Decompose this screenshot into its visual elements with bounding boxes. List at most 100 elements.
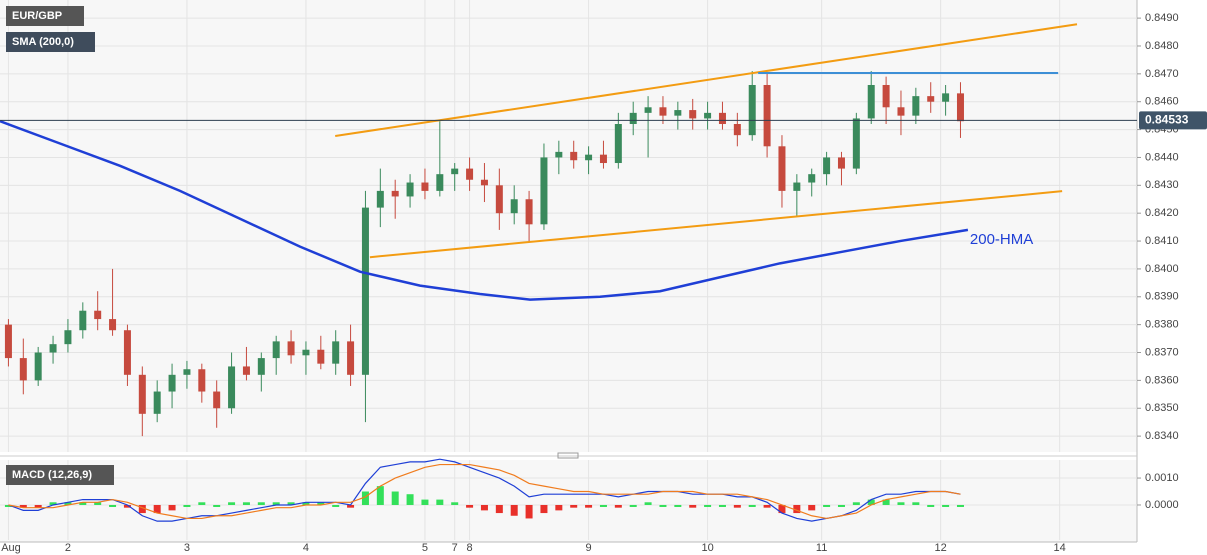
histogram-bar: [480, 504, 488, 511]
x-tick-label: Aug: [1, 542, 21, 554]
candle-body: [109, 319, 117, 331]
candle-body: [718, 112, 726, 125]
y-tick-label: 0.8410: [1145, 235, 1179, 247]
y-tick-label: 0.8440: [1145, 151, 1179, 163]
histogram-bar: [897, 502, 905, 505]
candle-body: [942, 93, 950, 102]
histogram-bar: [79, 502, 87, 505]
histogram-bar: [317, 502, 325, 505]
candle-body: [34, 352, 42, 381]
x-tick-label: 14: [1054, 542, 1066, 554]
histogram-bar: [361, 491, 369, 505]
candle-body: [823, 157, 831, 175]
histogram-bar: [347, 504, 355, 508]
y-tick-label: 0.8480: [1145, 40, 1179, 52]
histogram-bar: [659, 504, 667, 507]
histogram-bar: [138, 504, 146, 514]
legend-label: SMA (200,0): [12, 36, 74, 48]
candle-body: [49, 344, 57, 353]
candle-body: [570, 151, 578, 161]
candle-body: [198, 369, 206, 392]
y-tick-label: 0.8360: [1145, 374, 1179, 386]
histogram-bar: [4, 504, 12, 507]
candle-body: [123, 330, 131, 375]
y-tick-label: 0.8380: [1145, 319, 1179, 331]
y-tick-label: 0.8490: [1145, 12, 1179, 24]
candle-body: [347, 341, 355, 375]
candle-body: [882, 84, 890, 108]
histogram-bar: [718, 504, 726, 507]
histogram-bar: [64, 502, 72, 505]
candle-body: [361, 207, 369, 375]
x-tick-label: 3: [184, 542, 190, 554]
candle-body: [644, 107, 652, 113]
histogram-bar: [213, 504, 221, 507]
histogram-bar: [94, 502, 102, 505]
histogram-bar: [228, 502, 236, 505]
candle-body: [391, 190, 399, 197]
candle-body: [466, 168, 474, 180]
histogram-bar: [540, 504, 548, 514]
histogram-bar: [19, 504, 27, 508]
candle-body: [837, 157, 845, 169]
annotation: 200-HMA: [970, 231, 1033, 248]
histogram-bar: [778, 504, 786, 514]
last-price-tag: [1139, 111, 1207, 130]
histogram-bar: [763, 504, 771, 508]
x-tick-label: 5: [422, 542, 428, 554]
y-tick-label: 0.8340: [1145, 430, 1179, 442]
candle-body: [555, 151, 563, 158]
y-tick-label: 0.8390: [1145, 291, 1179, 303]
candle-body: [793, 182, 801, 191]
candle-body: [406, 182, 414, 197]
histogram-bar: [882, 499, 890, 505]
candle-body: [778, 146, 786, 191]
candle-body: [451, 168, 459, 175]
candle-body: [183, 369, 191, 375]
candle-body: [659, 107, 667, 116]
last-price-label: 0.84533: [1145, 113, 1189, 127]
histogram-bar: [570, 504, 578, 508]
histogram-bar: [123, 504, 131, 508]
y-tick-label: 0.8420: [1145, 207, 1179, 219]
candle-body: [614, 124, 622, 164]
legend-label: EUR/GBP: [12, 10, 62, 22]
candle-body: [79, 310, 87, 331]
candle-body: [242, 366, 250, 375]
x-tick-label: 12: [935, 542, 947, 554]
histogram-bar: [867, 499, 875, 505]
histogram-bar: [942, 504, 950, 507]
candle-body: [808, 174, 816, 183]
candle-body: [897, 107, 905, 116]
candle-body: [302, 349, 310, 356]
candle-body: [94, 310, 102, 320]
y-tick-label: 0.8370: [1145, 346, 1179, 358]
histogram-bar: [510, 504, 518, 516]
legend-badge: [6, 6, 84, 26]
histogram-bar: [674, 504, 682, 507]
histogram-bar: [555, 504, 563, 511]
candle-body: [436, 174, 444, 191]
candle-body: [272, 341, 280, 359]
histogram-bar: [823, 504, 831, 507]
candle-body: [748, 84, 756, 136]
y-tick-label: 0.8460: [1145, 96, 1179, 108]
histogram-bar: [198, 502, 206, 505]
candle-body: [19, 358, 27, 381]
histogram-bar: [599, 504, 607, 507]
histogram-bar: [257, 502, 265, 505]
histogram-bar: [272, 502, 280, 505]
candle-body: [153, 391, 161, 414]
histogram-bar: [644, 502, 652, 505]
histogram-bar: [466, 504, 474, 508]
histogram-bar: [704, 504, 712, 507]
resize-handle[interactable]: [557, 452, 579, 459]
histogram-bar: [614, 504, 622, 508]
y-tick-label: 0.8470: [1145, 68, 1179, 80]
trend-line: [335, 23, 1078, 137]
histogram-bar: [391, 491, 399, 505]
y-tick-label: 0.0010: [1145, 472, 1179, 484]
histogram-bar: [793, 504, 801, 514]
x-tick-label: 7: [452, 542, 458, 554]
